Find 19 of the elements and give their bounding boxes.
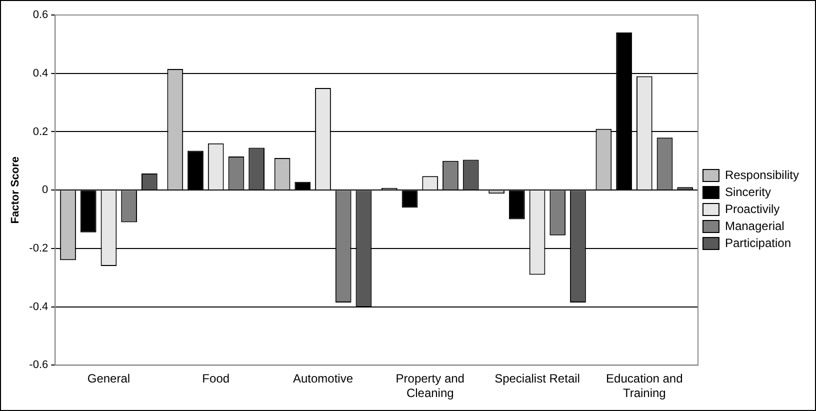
y-tick-label: 0.6 <box>32 9 48 22</box>
x-tick-label: General <box>87 372 130 386</box>
x-tick-label: Specialist Retail <box>494 372 580 386</box>
legend-label: Sincerity <box>724 184 771 199</box>
legend-label: Participation <box>724 236 792 250</box>
y-tick-label: -0.6 <box>29 359 48 372</box>
x-tick-label: Education and Training <box>606 372 683 400</box>
y-tick-label: -0.2 <box>29 242 48 254</box>
y-tick-label: 0.4 <box>32 67 48 80</box>
x-tick-label: Property and Cleaning <box>396 372 464 400</box>
x-tick-label: Food <box>202 372 230 386</box>
y-tick-label: -0.4 <box>29 300 48 313</box>
legend-label: Proactivily <box>724 202 780 216</box>
y-tick-label: 0 <box>42 184 48 196</box>
x-tick-label: Automotive <box>292 372 354 386</box>
y-tick-label: 0.2 <box>32 126 48 138</box>
legend-label: Managerial <box>724 218 784 233</box>
legend-label: Responsibility <box>724 168 800 182</box>
y-axis-title: Factor Score <box>10 156 22 224</box>
